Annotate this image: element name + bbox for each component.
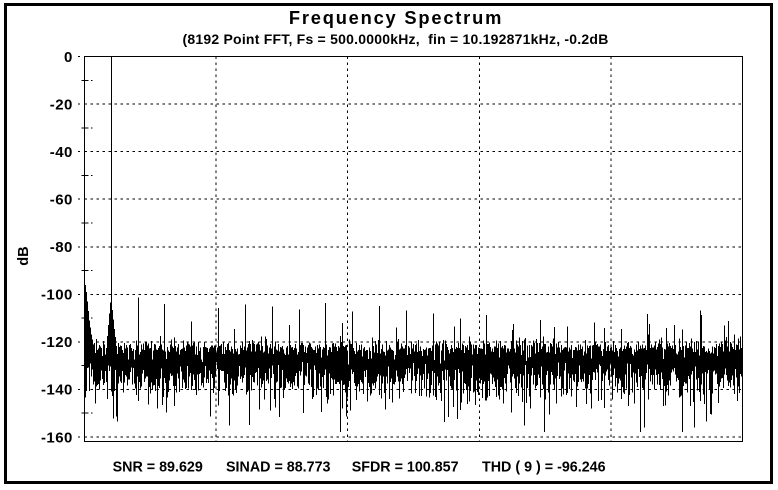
svg-text:-80: -80: [50, 239, 73, 256]
svg-text:-40: -40: [50, 144, 73, 161]
svg-text:-60: -60: [50, 192, 73, 209]
svg-text:-160: -160: [41, 429, 73, 446]
svg-text:-20: -20: [50, 96, 73, 113]
svg-text:-100: -100: [41, 287, 73, 304]
svg-text:THD ( 9 ) = -96.246: THD ( 9 ) = -96.246: [482, 460, 606, 476]
svg-text:-120: -120: [41, 334, 73, 351]
svg-text:SINAD = 88.773: SINAD = 88.773: [226, 460, 331, 476]
svg-text:0: 0: [64, 49, 73, 66]
svg-text:SNR = 89.629: SNR = 89.629: [113, 460, 203, 476]
svg-text:dB: dB: [16, 246, 32, 265]
svg-text:Frequency Spectrum: Frequency Spectrum: [289, 7, 503, 28]
svg-text:-140: -140: [41, 382, 73, 399]
svg-text:SFDR = 100.857: SFDR = 100.857: [352, 460, 459, 476]
svg-text:(8192 Point FFT, Fs = 500.0000: (8192 Point FFT, Fs = 500.0000kHz, fin =…: [182, 31, 608, 47]
